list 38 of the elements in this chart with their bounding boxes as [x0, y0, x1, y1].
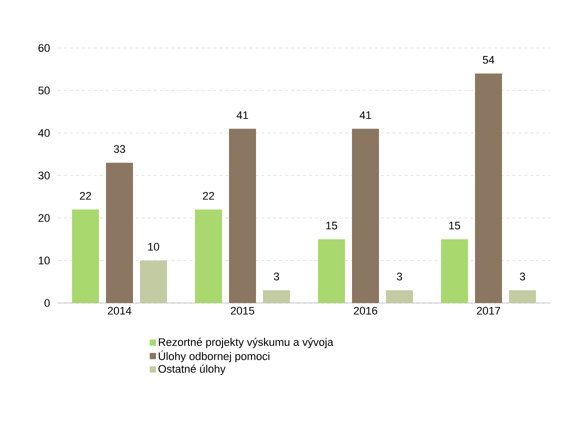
- data-label: 41: [236, 111, 248, 119]
- x-tick-label: 2015: [230, 306, 254, 315]
- bar: [229, 128, 256, 303]
- bar: [386, 290, 414, 303]
- bar: [195, 210, 222, 303]
- bar: [352, 128, 380, 303]
- y-tick-label: 50: [38, 86, 50, 94]
- data-label: 33: [114, 145, 126, 153]
- data-label: 22: [202, 192, 214, 200]
- data-label: 10: [148, 242, 160, 251]
- bar: [318, 239, 345, 303]
- legend-label: Úlohy odbornej pomoci: [158, 350, 270, 362]
- bar: [72, 210, 99, 303]
- data-label: 3: [274, 272, 280, 280]
- bar: [475, 74, 502, 303]
- y-tick-label: 60: [38, 44, 50, 52]
- y-tick-label: 20: [38, 214, 50, 222]
- data-label: 41: [360, 111, 372, 119]
- y-tick-label: 10: [38, 256, 50, 264]
- data-label: 54: [482, 56, 494, 64]
- data-label: 15: [449, 222, 460, 230]
- data-label: 15: [326, 222, 338, 230]
- data-label: 3: [520, 272, 526, 280]
- y-tick-label: 0: [44, 299, 50, 307]
- data-label: 3: [396, 272, 402, 280]
- legend-label: Ostatné úlohy: [158, 364, 226, 375]
- legend-label: Rezortné projekty výskumu a vývoja: [158, 338, 334, 348]
- y-tick-label: 30: [38, 172, 50, 180]
- bar: [441, 239, 468, 303]
- bar: [140, 260, 167, 303]
- x-tick-label: 2016: [354, 306, 378, 315]
- bar: [263, 290, 290, 303]
- bar: [509, 290, 536, 303]
- x-tick-label: 2014: [108, 306, 132, 315]
- x-tick-label: 2017: [476, 306, 500, 315]
- bar: [106, 162, 133, 303]
- data-label: 22: [80, 192, 92, 200]
- y-tick-label: 40: [38, 129, 50, 137]
